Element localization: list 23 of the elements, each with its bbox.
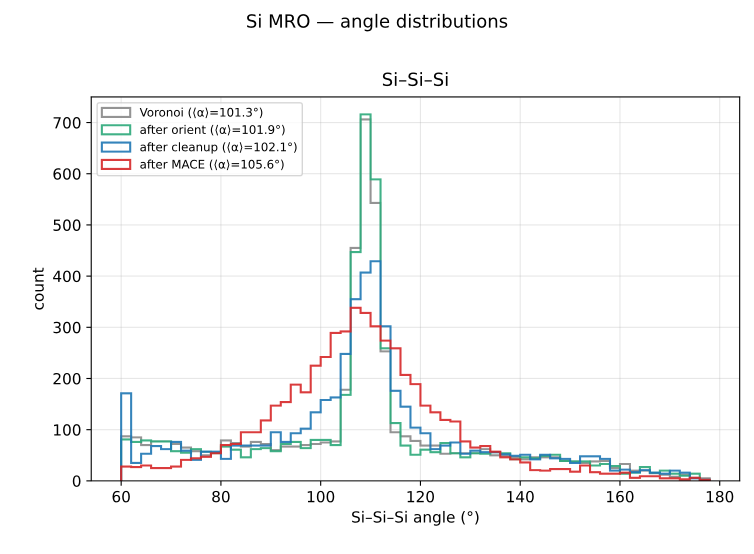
x-tick-label: 80 (212, 490, 230, 502)
y-tick-label: 100 (54, 424, 80, 436)
x-tick-label: 60 (112, 490, 130, 502)
y-tick-label: 300 (54, 322, 80, 334)
y-tick-label: 400 (53, 270, 80, 282)
x-tick-label: 120 (408, 490, 434, 502)
x-tick-label: 180 (706, 490, 734, 502)
legend-label: Voronoi (⟨α⟩=101.3°) (140, 108, 262, 118)
y-tick-label: 700 (54, 117, 80, 129)
legend-label: after MACE (⟨α⟩=105.6°) (140, 160, 284, 170)
legend-label: after cleanup (⟨α⟩=102.1°) (140, 142, 297, 154)
chart-title: Si MRO — angle distributions (247, 14, 508, 32)
legend-label: after orient (⟨α⟩=101.9°) (140, 124, 285, 136)
y-tick-label: 0 (72, 475, 80, 487)
x-tick-label: 100 (308, 490, 334, 502)
y-tick-label: 200 (53, 372, 80, 385)
y-tick-label: 500 (54, 219, 80, 231)
chart-subtitle: Si–Si–Si (382, 72, 448, 86)
x-tick-label: 160 (607, 490, 634, 502)
y-tick-label: 600 (53, 168, 80, 180)
x-tick-label: 140 (507, 490, 534, 502)
y-axis-title: count (32, 268, 44, 310)
x-axis-title: Si–Si–Si angle (°) (352, 510, 479, 526)
